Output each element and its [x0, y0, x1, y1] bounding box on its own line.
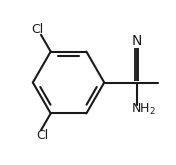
- Text: Cl: Cl: [36, 130, 49, 142]
- Text: NH$_2$: NH$_2$: [131, 102, 156, 117]
- Text: Cl: Cl: [32, 23, 44, 35]
- Text: N: N: [131, 34, 142, 48]
